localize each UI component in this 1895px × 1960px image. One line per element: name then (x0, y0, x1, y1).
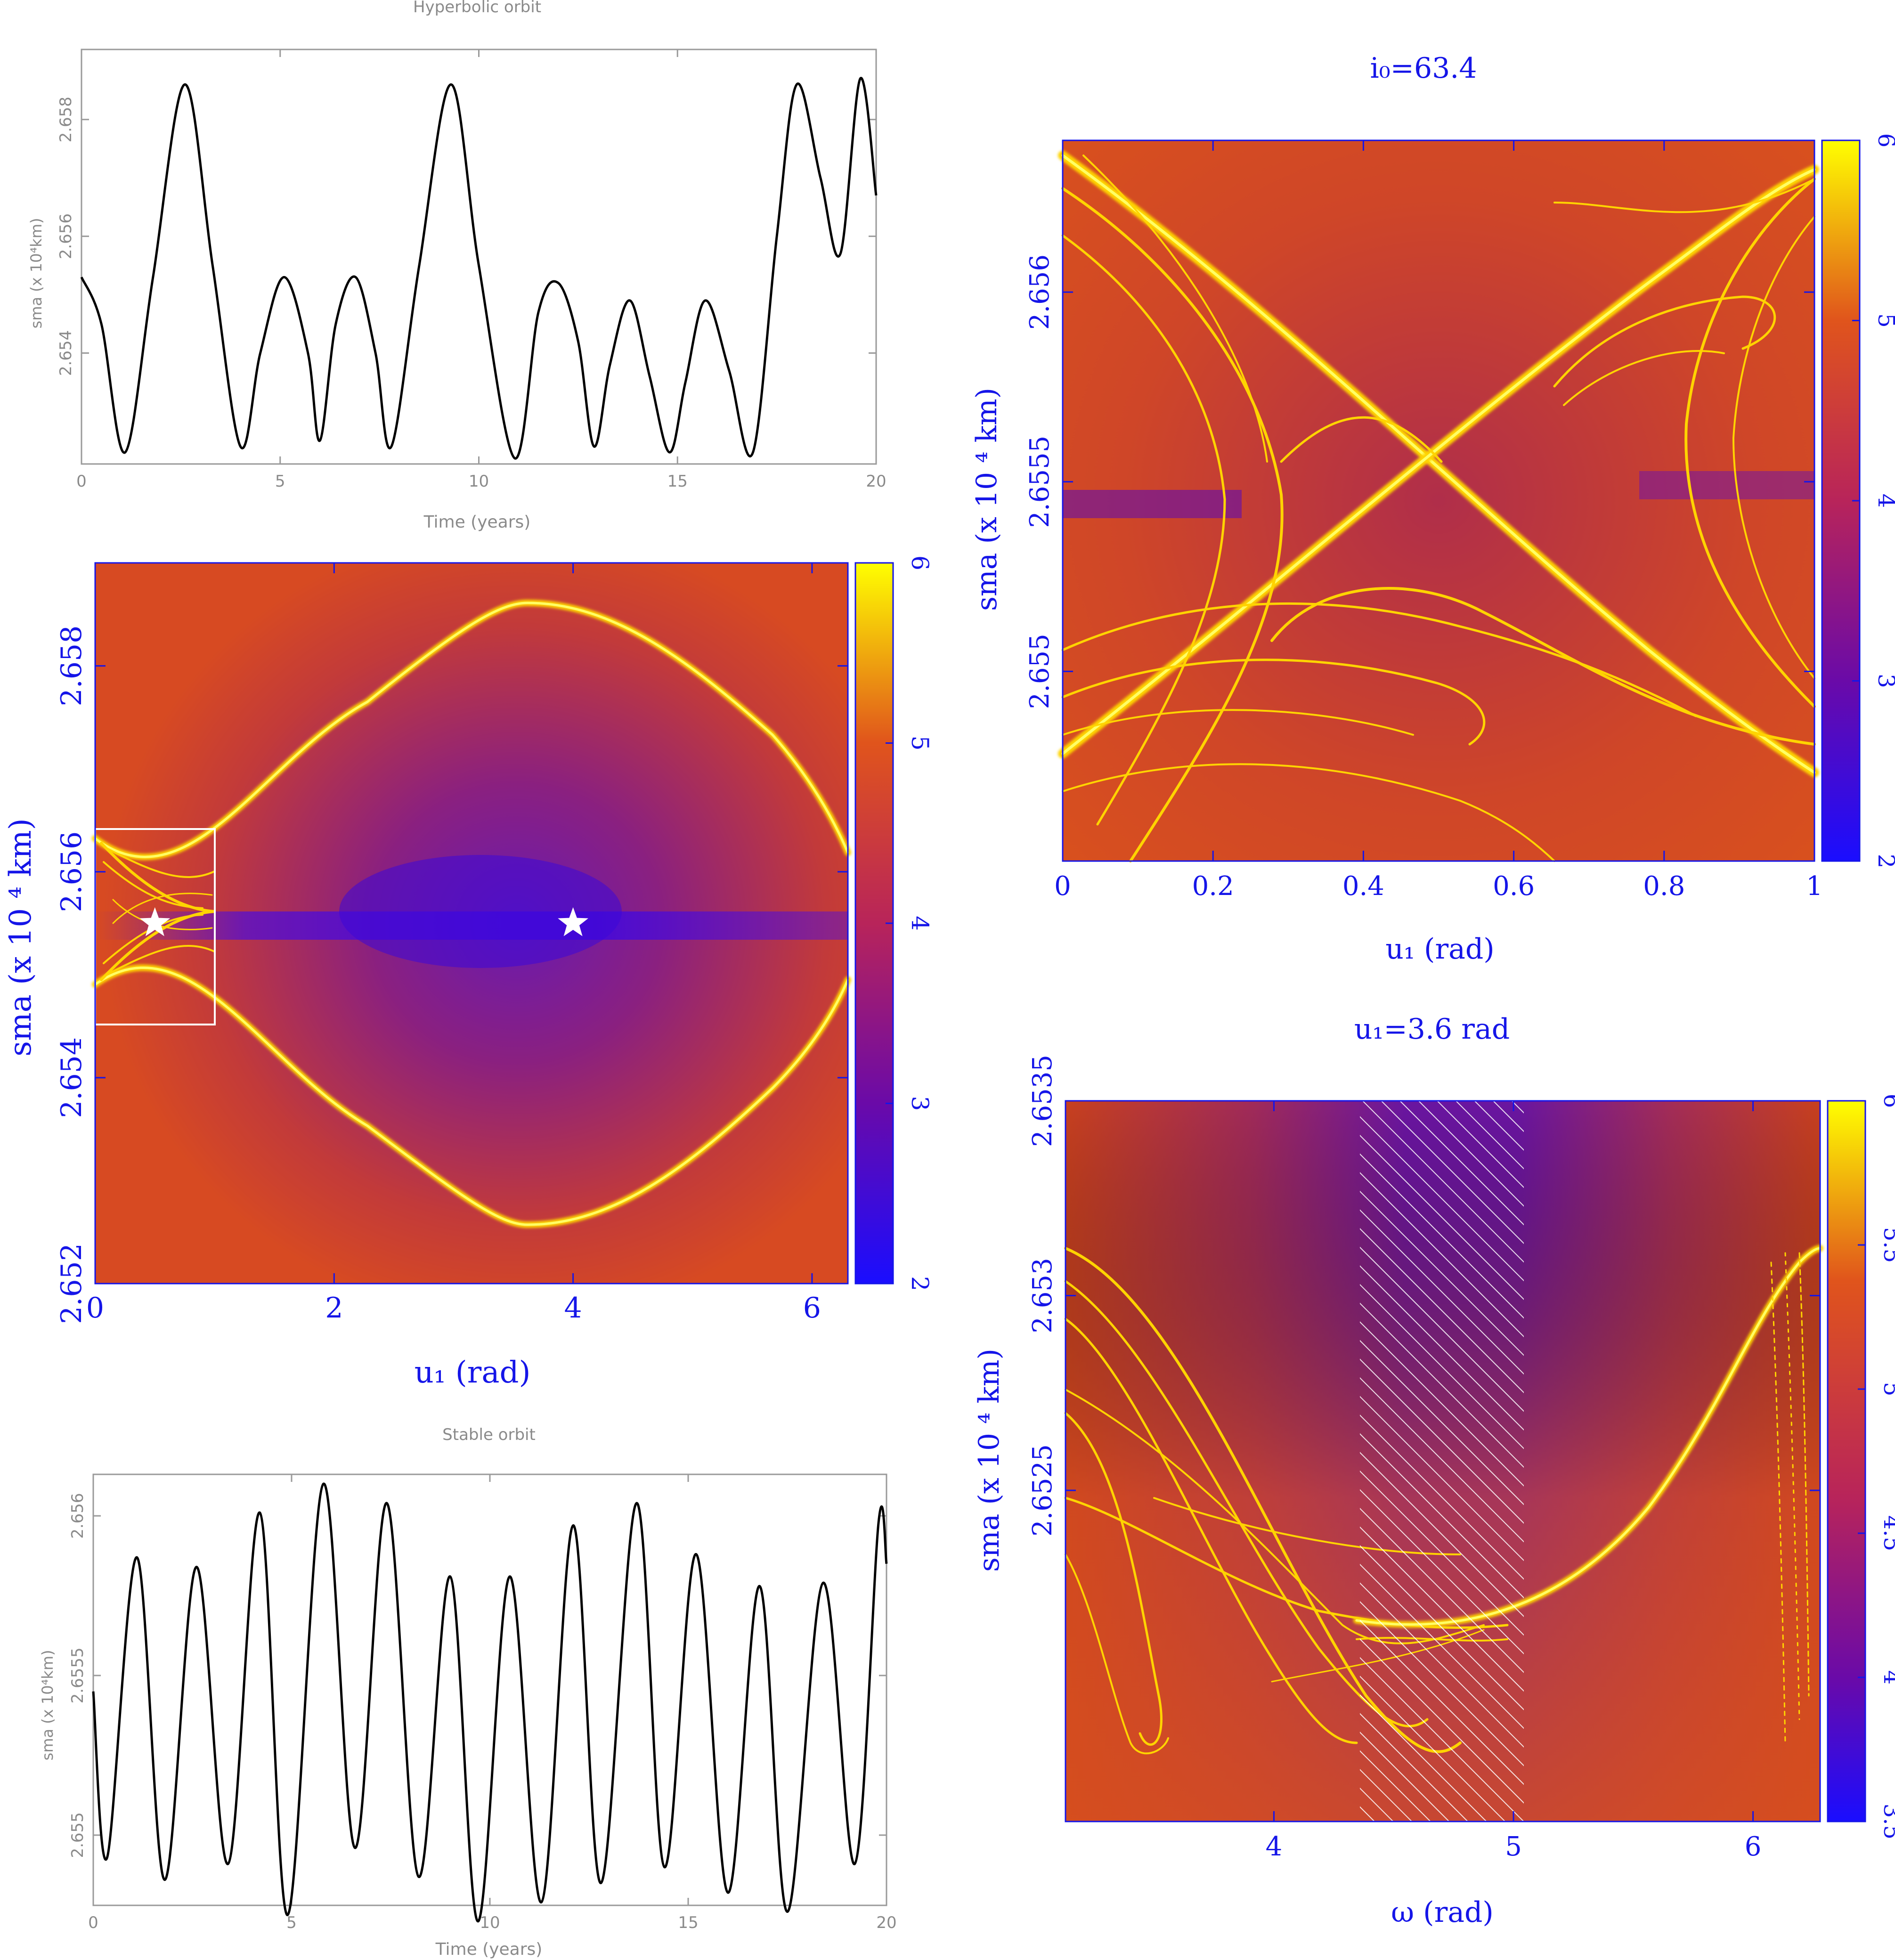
x-tick-label: 1 (1806, 871, 1823, 902)
colorbar-scale (1827, 1100, 1866, 1822)
heatmap-ii-axes: 0 0.2 0.4 0.6 0.8 1 2.655 2.6555 2.656 (1025, 139, 1823, 902)
heatmap-ii-title: i₀=63.4 (1370, 52, 1477, 85)
x-tick-label: 6 (1745, 1831, 1762, 1862)
star-markers (139, 907, 588, 936)
x-tick-label: 0 (88, 1913, 98, 1932)
colorbar-tick-label: 4 (1879, 1670, 1895, 1685)
colorbar-tick-label: 5 (1879, 1382, 1895, 1397)
star-marker (558, 907, 588, 936)
colorbar-tick-label: 3.5 (1879, 1804, 1895, 1839)
hatched-band (1360, 1101, 1524, 1822)
x-tick-label: 5 (286, 1913, 297, 1932)
y-tick-label: 2.6555 (1025, 436, 1055, 528)
colorbar-tick-label: 6 (1873, 133, 1895, 148)
heatmap-ii-ylabel: sma (x 10 ⁴ km) (970, 388, 1003, 611)
x-tick-label: 0 (86, 1292, 104, 1325)
x-tick-label: 10 (469, 472, 489, 491)
y-tick-label: 2.654 (57, 330, 75, 376)
x-tick-label: 4 (1266, 1831, 1283, 1862)
y-tick-label: 2.652 (55, 1243, 88, 1324)
heatmap-iii-title: u₁=3.6 rad (1354, 1013, 1510, 1046)
heatmap-iii-ylabel: sma (x 10 ⁴ km) (973, 1349, 1006, 1572)
y-tick-label: 2.656 (57, 213, 75, 259)
plot-frame (94, 562, 849, 1285)
series-line (92, 1482, 888, 1923)
colorbar-tick-label: 4 (906, 916, 934, 931)
heatmap-iii-xlabel: ω (rad) (1391, 1896, 1494, 1929)
stable-xlabel: Time (years) (435, 1940, 543, 1959)
x-tick-label: 10 (480, 1913, 500, 1932)
hyperbolic-ylabel: sma (x 10⁴km) (27, 218, 45, 329)
heatmap-i-colorbar: 2 3 4 5 6 (854, 555, 934, 1291)
plot-frame (1062, 139, 1815, 862)
colorbar-tick-label: 6 (906, 555, 934, 570)
y-tick-label: 2.656 (1025, 254, 1055, 330)
colorbar-tick-label: 2 (1873, 854, 1895, 869)
colorbar-tick-label: 2 (906, 1276, 934, 1291)
y-tick-label: 2.655 (68, 1812, 87, 1858)
x-tick-label: 0.6 (1493, 871, 1535, 902)
heatmap-iii-panel: u₁=3.6 rad 4 5 62. (973, 1013, 1895, 1929)
x-tick-label: 5 (275, 472, 285, 491)
heatmap-i-axes: 0 2 4 6 2.652 2.654 2.656 2.658 (55, 562, 849, 1325)
x-tick-label: 0.8 (1643, 871, 1685, 902)
heatmap-i-xlabel: u₁ (rad) (415, 1355, 531, 1390)
x-tick-label: 6 (803, 1292, 821, 1325)
plot-frame (81, 49, 877, 465)
star-marker (139, 907, 171, 936)
heatmap-ii-image (1058, 140, 1819, 862)
heatmap-i-ylabel: sma (x 10 ⁴ km) (3, 818, 38, 1057)
stable-title: Stable orbit (442, 1425, 536, 1444)
y-tick-label: 2.653 (1027, 1258, 1058, 1333)
x-tick-label: 0.4 (1342, 871, 1384, 902)
colorbar-tick-label: 4 (1873, 494, 1895, 508)
y-tick-label: 2.654 (55, 1037, 88, 1118)
stable-ylabel: sma (x 10⁴km) (39, 1650, 57, 1761)
heatmap-ii-colorbar: 2 3 4 5 6 (1821, 133, 1895, 869)
hyperbolic-axes: 0 5 10 15 20 2.654 2.656 2.658 (57, 49, 887, 491)
heatmap-ii-panel: i₀=63.4 (970, 52, 1895, 966)
x-tick-label: 0 (76, 472, 87, 491)
heatmap-iii-colorbar: 3.5 4 4.5 5 5.5 6 (1827, 1094, 1895, 1839)
x-tick-label: 20 (866, 472, 886, 491)
y-tick-label: 2.658 (55, 626, 88, 707)
x-tick-label: 2 (325, 1292, 343, 1325)
separatrix-curves (92, 599, 851, 1228)
y-tick-label: 2.6555 (68, 1648, 87, 1704)
heatmap-i-image (92, 563, 851, 1284)
stable-orbit-panel: Stable orbit 0 5 10 15 20 2.655 2.6555 2.656 Ti… (39, 1425, 897, 1959)
hyperbolic-title: Hyperbolic orbit (413, 0, 541, 16)
series-line (80, 77, 878, 460)
colorbar-tick-label: 5 (1873, 313, 1895, 328)
x-tick-label: 5 (1505, 1831, 1522, 1862)
x-tick-label: 15 (667, 472, 688, 491)
colorbar-tick-label: 3 (906, 1096, 934, 1111)
heatmap-ii-xlabel: u₁ (rad) (1385, 933, 1494, 966)
hyperbolic-orbit-panel: Hyperbolic orbit 0 5 10 15 20 2.654 2.656 2.658… (27, 0, 887, 532)
x-tick-label: 15 (678, 1913, 698, 1932)
y-tick-label: 2.6525 (1027, 1444, 1058, 1537)
y-tick-label: 2.655 (1025, 634, 1055, 709)
stable-axes: 0 5 10 15 20 2.655 2.6555 2.656 (68, 1473, 897, 1932)
y-tick-label: 2.658 (57, 97, 75, 142)
x-tick-label: 20 (876, 1913, 896, 1932)
x-tick-label: 0.2 (1192, 871, 1234, 902)
y-tick-label: 2.656 (68, 1493, 87, 1538)
heatmap-iii-image (1064, 1101, 1823, 1822)
colorbar-tick-label: 6 (1879, 1094, 1895, 1108)
plot-frame (92, 1473, 887, 1906)
colorbar-tick-label: 5 (906, 736, 934, 751)
x-tick-label: 4 (564, 1292, 582, 1325)
hyperbolic-xlabel: Time (years) (423, 512, 531, 532)
colorbar-tick-label: 4.5 (1879, 1515, 1895, 1551)
colorbar-tick-label: 5.5 (1879, 1227, 1895, 1263)
y-tick-label: 2.6535 (1027, 1055, 1058, 1147)
x-tick-label: 0 (1054, 871, 1071, 902)
plot-frame (1065, 1100, 1821, 1822)
y-tick-label: 2.656 (55, 831, 88, 912)
heatmap-iii-axes: 4 5 6 2.6525 2.653 2.6535 (1027, 1055, 1821, 1862)
colorbar-tick-label: 3 (1873, 674, 1895, 688)
